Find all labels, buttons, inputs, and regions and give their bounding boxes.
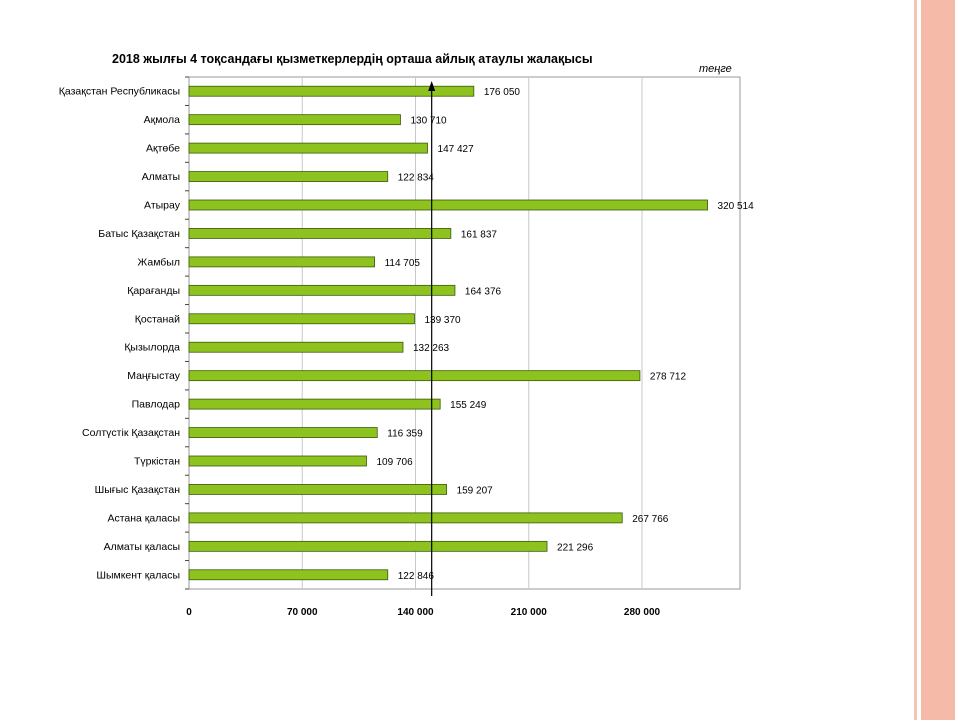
data-label: 164 376 [465, 286, 502, 297]
bar [188, 341, 404, 353]
category-label: Шымкент қаласы [96, 569, 180, 581]
x-tick-label: 140 000 [397, 607, 434, 618]
data-label: 130 710 [410, 116, 447, 127]
data-label: 221 296 [557, 542, 594, 553]
category-label: Ақмола [144, 114, 181, 126]
category-label: Жамбыл [138, 256, 180, 268]
slide-decoration-band [921, 0, 955, 720]
category-label: Қостанай [135, 313, 180, 325]
bar [188, 540, 548, 552]
category-label: Алматы қаласы [104, 541, 180, 553]
category-label: Ақтөбе [146, 143, 180, 155]
bar [188, 256, 375, 268]
data-label: 147 427 [438, 144, 475, 155]
slide-decoration-line [914, 0, 917, 720]
bar [188, 114, 401, 126]
category-label: Солтүстік Қазақстан [82, 427, 180, 439]
x-tick-label: 0 [186, 607, 192, 618]
unit-label: теңге [699, 63, 732, 75]
data-label: 267 766 [632, 514, 669, 525]
bar [188, 484, 447, 495]
bar [188, 398, 441, 410]
bar [188, 171, 389, 182]
data-label: 155 249 [450, 400, 487, 411]
category-label: Шығыс Қазақстан [95, 484, 181, 496]
data-label: 114 705 [385, 258, 421, 269]
category-label: Маңғыстау [127, 370, 181, 382]
data-label: 122 846 [398, 571, 435, 582]
data-label: 161 837 [461, 229, 498, 240]
bar [188, 284, 456, 296]
bar [188, 142, 428, 154]
plot-area: Қазақстан Республикасы 176 050 Ақмола 130 7… [59, 76, 755, 618]
data-label: 116 359 [387, 429, 423, 440]
bar [188, 313, 415, 325]
data-label: 139 370 [424, 315, 461, 326]
bar [188, 427, 378, 438]
category-label: Алматы [142, 171, 180, 183]
data-label: 320 514 [718, 201, 755, 212]
category-label: Павлодар [132, 399, 181, 411]
bar [188, 199, 708, 211]
bar [188, 228, 452, 239]
data-label: 109 706 [376, 457, 413, 468]
x-tick-label: 210 000 [511, 607, 548, 618]
category-label: Атырау [144, 200, 181, 212]
category-label: Астана қаласы [107, 512, 180, 524]
category-label: Қарағанды [127, 285, 180, 297]
bar [188, 85, 475, 97]
category-label: Қызылорда [124, 342, 180, 354]
data-label: 278 712 [650, 372, 687, 383]
x-tick-label: 280 000 [624, 607, 661, 618]
bar [188, 569, 389, 581]
category-label: Қазақстан Республикасы [59, 86, 180, 98]
data-label: 122 834 [398, 173, 435, 184]
bar [188, 455, 367, 467]
data-label: 159 207 [457, 485, 494, 496]
bar [188, 512, 623, 524]
category-label: Түркістан [134, 456, 180, 468]
reference-arrowhead [428, 81, 436, 91]
data-label: 176 050 [484, 87, 521, 98]
bar [188, 370, 641, 382]
category-label: Батыс Қазақстан [98, 228, 180, 240]
x-tick-label: 70 000 [287, 607, 318, 618]
chart-title: 2018 жылғы 4 тоқсандағы қызметкерлердің … [112, 52, 593, 66]
